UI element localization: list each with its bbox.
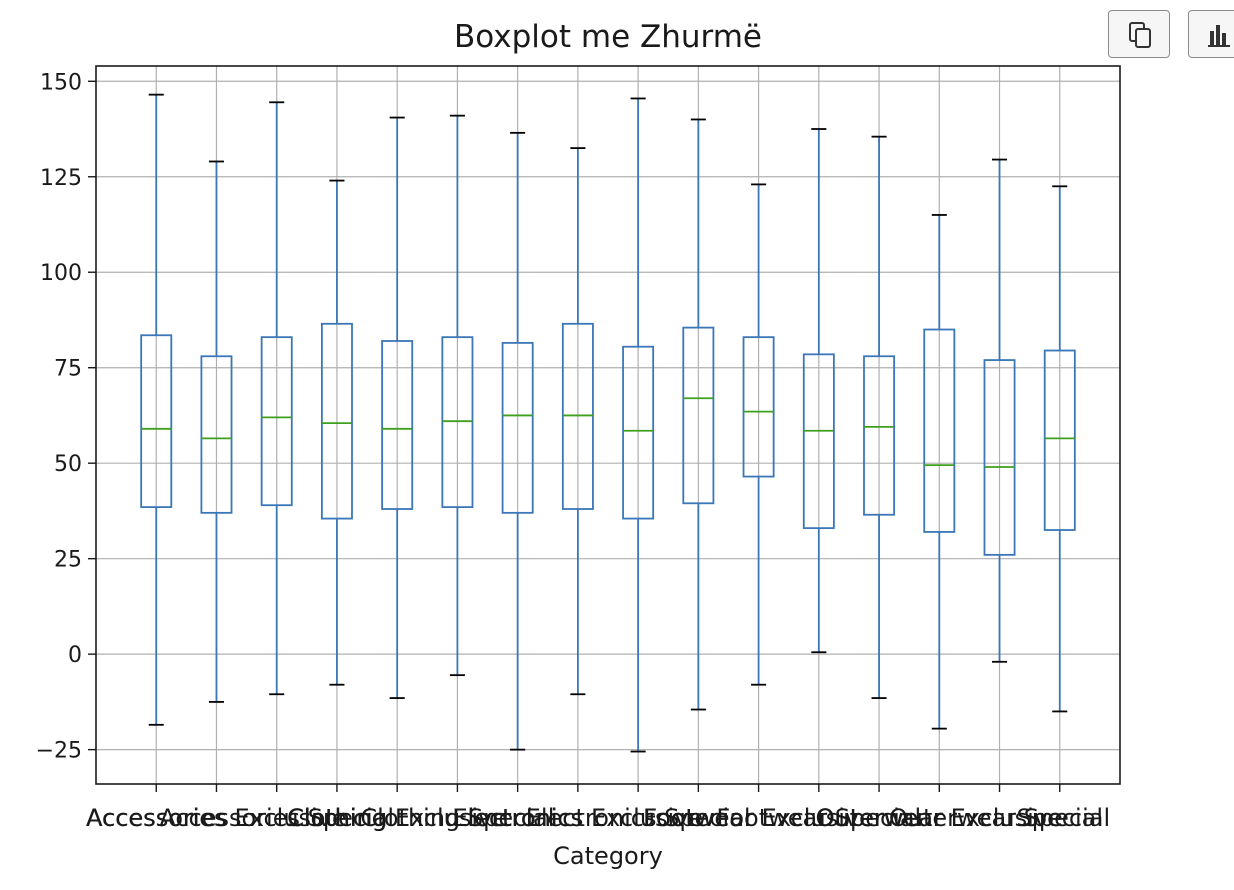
iqr-box (923, 328, 956, 533)
iqr-box (682, 326, 715, 505)
x-tick-label: Special (1017, 804, 1103, 832)
box-8 (561, 147, 594, 696)
x-tick-label: Clothing (287, 804, 387, 832)
x-tick-label: Accessories (86, 804, 227, 832)
box-16 (1043, 185, 1076, 713)
x-tick-label: Outerwear Special (889, 804, 1110, 832)
box-5 (381, 116, 414, 699)
x-axis-label: Category (553, 842, 663, 870)
grid-lines (96, 66, 1120, 784)
box-3 (260, 101, 293, 696)
box-12 (802, 128, 835, 654)
box-1 (140, 93, 173, 726)
iqr-box (381, 340, 414, 510)
x-tick-label: Outerwear (815, 804, 942, 832)
bar-chart-icon (1208, 25, 1230, 47)
box-series (140, 93, 1076, 753)
box-14 (923, 214, 956, 730)
iqr-box (441, 336, 474, 509)
y-tick-label: 75 (54, 357, 82, 382)
y-tick-label: 125 (40, 166, 82, 191)
y-tick-label: −25 (36, 739, 82, 764)
iqr-box (802, 353, 835, 530)
x-tick-label: Footwear (643, 804, 754, 832)
x-tick-label: Footwear Exclusive (643, 804, 873, 832)
iqr-box (863, 355, 896, 516)
box-13 (863, 135, 896, 699)
box-11 (742, 183, 775, 686)
iqr-box (200, 355, 233, 514)
y-tick-label: 150 (40, 70, 82, 95)
y-tick-label: 25 (54, 548, 82, 573)
box-2 (200, 160, 233, 703)
chart-button[interactable] (1188, 10, 1234, 58)
box-4 (320, 179, 353, 686)
plot-frame (95, 65, 1121, 785)
iqr-box (140, 334, 173, 509)
box-6 (441, 114, 474, 677)
x-tick-label: Electronics (452, 804, 583, 832)
iqr-box (501, 341, 534, 514)
iqr-box (622, 345, 655, 520)
x-tick-label: Electronics Special (526, 804, 751, 832)
iqr-box (320, 322, 353, 520)
box-10 (682, 118, 715, 711)
x-tick-label: Clothing Exclusive (287, 804, 507, 832)
x-tick-label: Accessories Exclusive (86, 804, 346, 832)
iqr-box (260, 336, 293, 507)
box-15 (983, 158, 1016, 663)
chart-title: Boxplot me Zhurmë (454, 19, 762, 55)
x-tick-label: Clothing Special (360, 804, 554, 832)
iqr-box (1043, 349, 1076, 531)
y-axis: −25 0 25 50 75 100 125 150 (36, 70, 96, 764)
x-tick-label: Outerwear Exclusive (816, 804, 1063, 832)
copy-icon (1129, 22, 1151, 48)
box-7 (501, 131, 534, 751)
y-tick-label: 50 (54, 452, 82, 477)
x-tick-label: Accessories Special (159, 804, 394, 832)
x-tick-label: Footwear Special (716, 804, 921, 832)
box-9 (622, 97, 655, 753)
iqr-box (983, 359, 1016, 556)
copy-button[interactable] (1108, 10, 1170, 58)
iqr-box (742, 336, 775, 478)
y-tick-label: 0 (68, 643, 82, 668)
x-tick-label: Electronics Exclusive (453, 804, 704, 832)
iqr-box (561, 322, 594, 510)
y-tick-label: 100 (40, 261, 82, 286)
